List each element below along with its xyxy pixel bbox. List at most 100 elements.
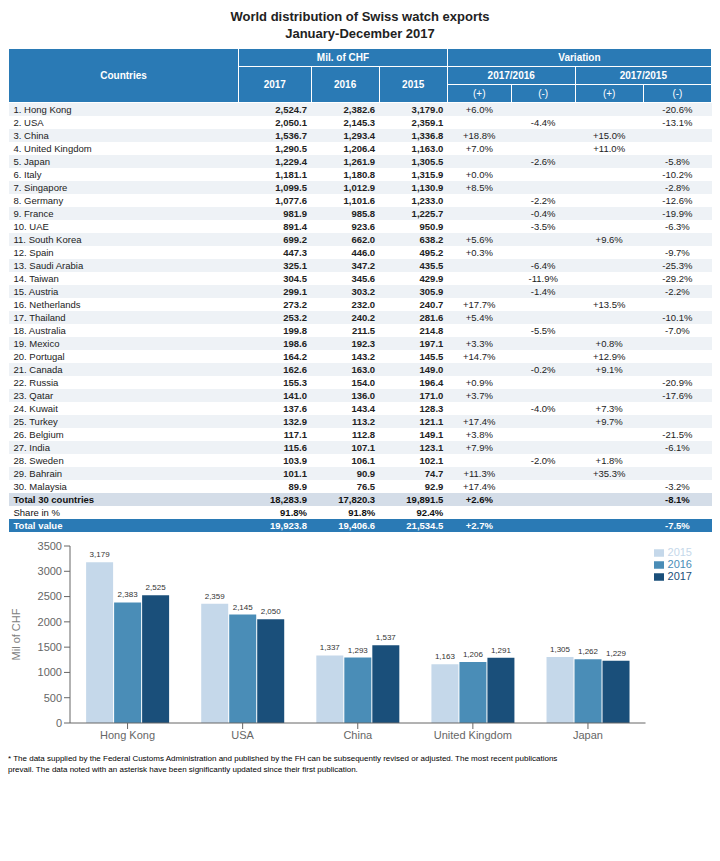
html-text:-2.8%: -2.8% (665, 182, 690, 193)
html-text:2017/2016: 2017/2016 (487, 70, 535, 81)
html-text:-12.6%: -12.6% (662, 195, 693, 206)
html-text:1,290.5: 1,290.5 (275, 143, 307, 154)
html-text:2,050.1: 2,050.1 (275, 117, 307, 128)
html-text:-5.8%: -5.8% (665, 156, 690, 167)
html-text:-0.4%: -0.4% (530, 208, 556, 219)
html-text:2017/2015: 2017/2015 (619, 70, 667, 81)
html-text:1,130.9: 1,130.9 (411, 182, 444, 193)
svg-text:Japan: Japan (573, 729, 603, 741)
html-text:-13.1%: -13.1% (662, 117, 693, 128)
html-text:-2.6%: -2.6% (530, 156, 556, 167)
html-text:2017: 2017 (263, 79, 286, 90)
svg-text:3,179: 3,179 (90, 550, 111, 559)
svg-text:1,537: 1,537 (376, 633, 397, 642)
html-text:1,180.8: 1,180.8 (343, 169, 376, 180)
svg-text:1,293: 1,293 (348, 646, 369, 655)
html-text:+18.8%: +18.8% (463, 130, 496, 141)
html-text:4. United Kingdom: 4. United Kingdom (13, 143, 92, 154)
html-text:1,315.9: 1,315.9 (411, 169, 444, 180)
svg-text:1,262: 1,262 (578, 647, 599, 656)
html-text:2,382.6: 2,382.6 (343, 104, 376, 115)
svg-text:Mil of CHF: Mil of CHF (10, 608, 22, 660)
svg-text:1,229: 1,229 (606, 649, 627, 658)
html-text:7. Singapore: 7. Singapore (13, 182, 68, 193)
html-text:1,233.0: 1,233.0 (411, 195, 444, 206)
html-text:981.9: 981.9 (283, 208, 307, 219)
html-text:5. Japan: 5. Japan (13, 156, 50, 167)
html-text:-19.9%: -19.9% (662, 208, 693, 219)
html-text:1,536.7: 1,536.7 (275, 130, 307, 141)
html-text:9. France: 9. France (13, 208, 54, 219)
html-text:2015: 2015 (667, 546, 692, 558)
html-text:1,012.9: 1,012.9 (343, 182, 376, 193)
svg-text:1500: 1500 (38, 641, 62, 653)
svg-text:2500: 2500 (38, 590, 62, 602)
svg-text:2000: 2000 (38, 616, 62, 628)
html-text:10. UAE: 10. UAE (13, 221, 49, 232)
html-text:1,163.0: 1,163.0 (411, 143, 444, 154)
html-text:2016: 2016 (334, 79, 357, 90)
svg-text:1,206: 1,206 (463, 650, 484, 659)
html-text:1,101.6: 1,101.6 (343, 195, 376, 206)
svg-text:500: 500 (44, 692, 62, 704)
html-text:1,336.8: 1,336.8 (411, 130, 444, 141)
html-text:3,179.0: 3,179.0 (411, 104, 444, 115)
html-text:2017: 2017 (667, 570, 692, 583)
html-text:1,305.5: 1,305.5 (411, 156, 444, 167)
svg-text:0: 0 (56, 717, 62, 729)
html-text:2016: 2016 (667, 558, 692, 571)
html-text:+8.5%: +8.5% (465, 182, 493, 193)
html-text:+0.0%: +0.0% (465, 169, 493, 180)
svg-text:3500: 3500 (38, 540, 62, 552)
svg-text:1,291: 1,291 (491, 646, 512, 655)
html-text:-2.2%: -2.2% (530, 195, 556, 206)
html-text:1,225.7: 1,225.7 (411, 208, 444, 219)
svg-text:2,359: 2,359 (205, 592, 226, 601)
html-text:1,229.4: 1,229.4 (275, 156, 307, 167)
html-text:1,206.4: 1,206.4 (343, 143, 376, 154)
svg-text:2,050: 2,050 (261, 607, 282, 616)
html-text:2. USA: 2. USA (13, 117, 44, 128)
html-text:1,293.4: 1,293.4 (343, 130, 376, 141)
html-text:1,099.5: 1,099.5 (275, 182, 307, 193)
svg-text:China: China (343, 729, 373, 741)
html-text:2,524.7: 2,524.7 (275, 104, 307, 115)
html-text:923.6: 923.6 (351, 221, 376, 232)
html-text:1,077.6: 1,077.6 (275, 195, 307, 206)
svg-text:1,163: 1,163 (435, 652, 456, 661)
html-text:+7.0%: +7.0% (465, 143, 493, 154)
svg-text:1,337: 1,337 (320, 643, 341, 652)
html-text:Countries: Countries (100, 70, 147, 81)
html-text:2,145.3: 2,145.3 (343, 117, 376, 128)
html-text:950.9: 950.9 (419, 221, 444, 232)
html-text:-20.6%: -20.6% (662, 104, 693, 115)
svg-text:2,383: 2,383 (118, 590, 139, 599)
html-text:2015: 2015 (402, 79, 425, 90)
svg-text:United Kingdom: United Kingdom (434, 729, 512, 741)
svg-text:Hong Kong: Hong Kong (100, 729, 155, 741)
html-text:1,181.1: 1,181.1 (275, 169, 307, 180)
svg-text:USA: USA (231, 729, 254, 741)
html-text:985.8: 985.8 (351, 208, 376, 219)
html-text:-10.2%: -10.2% (662, 169, 693, 180)
html-text:6. Italy: 6. Italy (13, 169, 42, 180)
html-text:+11.0%: +11.0% (593, 143, 626, 154)
html-text:Variation: Variation (558, 52, 601, 63)
html-text:891.4: 891.4 (283, 221, 307, 232)
svg-text:2,525: 2,525 (146, 583, 167, 592)
svg-text:3000: 3000 (38, 565, 62, 577)
html-text:Mil. of CHF: Mil. of CHF (316, 52, 369, 63)
svg-text:1,305: 1,305 (550, 645, 571, 654)
html-text:January-December 2017: January-December 2017 (285, 26, 435, 41)
html-text:-4.4%: -4.4% (530, 117, 556, 128)
html-text:1. Hong Kong: 1. Hong Kong (13, 104, 72, 115)
html-text:1,261.9: 1,261.9 (343, 156, 376, 167)
html-text:3. China: 3. China (13, 130, 49, 141)
svg-text:2,145: 2,145 (233, 603, 254, 612)
html-text:World distribution of Swiss wa: World distribution of Swiss watch export… (230, 9, 490, 24)
html-text:+6.0%: +6.0% (465, 104, 493, 115)
html-text:+15.0%: +15.0% (593, 130, 626, 141)
html-text:2,359.1: 2,359.1 (411, 117, 444, 128)
html-text:8. Germany: 8. Germany (13, 195, 64, 206)
svg-text:1000: 1000 (38, 666, 62, 678)
